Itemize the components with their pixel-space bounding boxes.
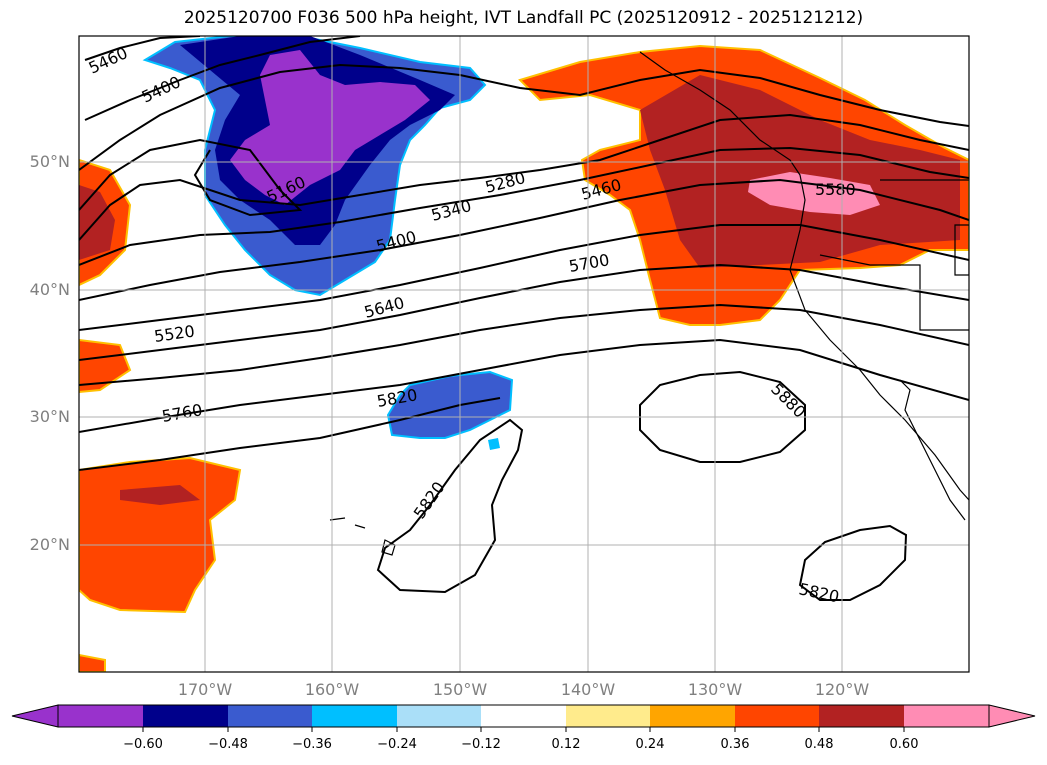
lon-label: 140°W [560, 680, 616, 699]
negative-anomaly-south [386, 370, 514, 450]
colorbar-tick-label: 0.60 [889, 737, 919, 752]
colorbar-tick-label: −0.48 [208, 737, 248, 752]
colorbar-tick-label: 0.24 [635, 737, 665, 752]
positive-anomaly-northeast [518, 44, 969, 326]
coastlines [329, 51, 969, 556]
colorbar-tick-label: −0.60 [123, 737, 163, 752]
contour-label: 5580 [815, 180, 856, 199]
lat-label: 40°N [29, 280, 70, 299]
colorbar [11, 704, 1036, 732]
map-area: 5460 5400 5160 5280 5340 5400 5460 5580 … [79, 36, 969, 672]
lon-label: 120°W [814, 680, 870, 699]
colorbar-tick-label: −0.24 [377, 737, 417, 752]
lat-label: 30°N [29, 407, 70, 426]
colorbar-tick-label: 0.12 [551, 737, 581, 752]
plot-title: 2025120700 F036 500 hPa height, IVT Land… [183, 8, 864, 28]
lat-label: 20°N [29, 535, 70, 554]
colorbar-tick-label: 0.48 [804, 737, 834, 752]
colorbar-tick-label: −0.12 [461, 737, 501, 752]
gridlines [79, 36, 969, 672]
lon-label: 130°W [687, 680, 743, 699]
map-frame [78, 35, 970, 673]
colorbar-tick-label: 0.36 [720, 737, 750, 752]
lon-label: 150°W [432, 680, 488, 699]
lat-label: 50°N [29, 152, 70, 171]
colorbar-tick-label: −0.36 [292, 737, 332, 752]
lon-label: 170°W [177, 680, 233, 699]
negative-anomaly-north [142, 36, 487, 297]
positive-anomaly-west [79, 158, 242, 672]
lon-label: 160°W [304, 680, 360, 699]
